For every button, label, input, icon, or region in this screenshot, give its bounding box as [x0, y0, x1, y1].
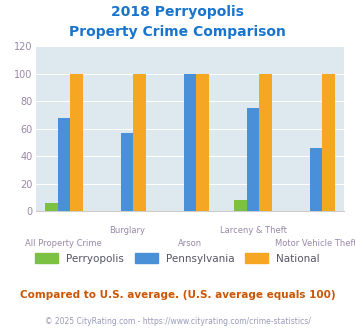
Bar — [45, 203, 58, 211]
Bar — [322, 74, 335, 211]
Text: Burglary: Burglary — [109, 226, 145, 235]
Text: Larceny & Theft: Larceny & Theft — [219, 226, 286, 235]
Text: © 2025 CityRating.com - https://www.cityrating.com/crime-statistics/: © 2025 CityRating.com - https://www.city… — [45, 317, 310, 326]
Text: Arson: Arson — [178, 239, 202, 248]
Bar — [121, 133, 133, 211]
Text: Motor Vehicle Theft: Motor Vehicle Theft — [275, 239, 355, 248]
Bar — [234, 200, 247, 211]
Text: All Property Crime: All Property Crime — [26, 239, 102, 248]
Text: Property Crime Comparison: Property Crime Comparison — [69, 25, 286, 39]
Bar — [310, 148, 322, 211]
Bar — [58, 118, 70, 211]
Legend: Perryopolis, Pennsylvania, National: Perryopolis, Pennsylvania, National — [32, 250, 323, 267]
Text: 2018 Perryopolis: 2018 Perryopolis — [111, 5, 244, 19]
Bar — [247, 108, 259, 211]
Text: Compared to U.S. average. (U.S. average equals 100): Compared to U.S. average. (U.S. average … — [20, 290, 335, 300]
Bar — [196, 74, 209, 211]
Bar — [259, 74, 272, 211]
Bar — [184, 74, 196, 211]
Bar — [70, 74, 83, 211]
Bar — [133, 74, 146, 211]
